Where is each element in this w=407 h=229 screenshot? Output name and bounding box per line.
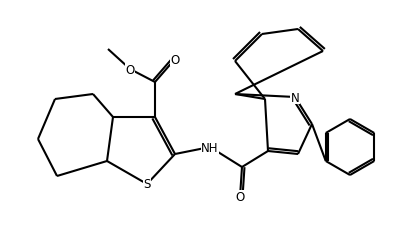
Text: O: O [171,53,179,66]
Text: O: O [235,191,245,204]
Text: NH: NH [201,141,219,154]
Text: S: S [143,178,151,191]
Text: N: N [291,91,300,104]
Text: O: O [125,63,135,76]
